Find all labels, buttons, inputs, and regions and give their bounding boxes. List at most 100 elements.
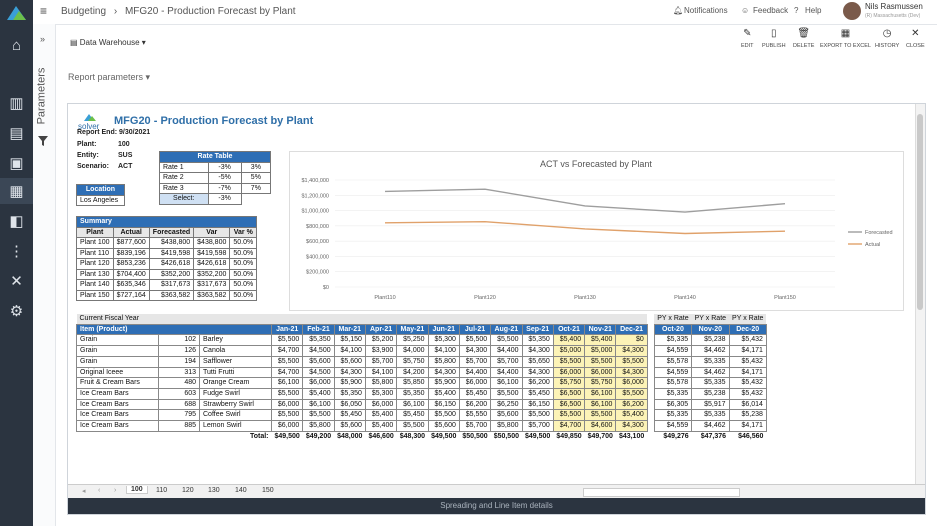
grid-value[interactable]: $5,750 — [552, 377, 586, 389]
grid-value[interactable]: $5,750 — [584, 377, 617, 389]
tools-icon[interactable]: ✕ — [10, 273, 23, 290]
feedback-icon[interactable]: ☺ — [741, 6, 750, 15]
py-value: $5,335 — [691, 355, 730, 368]
grid-value[interactable]: $5,500 — [615, 387, 648, 400]
parameters-label[interactable]: Parameters — [35, 67, 48, 125]
sheet-tab-130[interactable]: 130 — [208, 487, 220, 494]
grid-value[interactable]: $6,500 — [552, 398, 586, 411]
grid-code: 603 — [158, 387, 200, 400]
grid-value[interactable]: $5,000 — [552, 345, 586, 357]
vertical-scroll-thumb[interactable] — [917, 114, 923, 310]
expand-chevron-icon[interactable]: » — [40, 34, 46, 44]
grid-value[interactable]: $6,000 — [584, 366, 617, 379]
trash-icon: 🗑︎ — [797, 28, 811, 39]
grid-value[interactable]: $5,400 — [615, 409, 648, 422]
grid-value[interactable]: $5,400 — [584, 334, 617, 347]
summary-cell: 50.0% — [229, 289, 258, 301]
grid-value[interactable]: $5,500 — [584, 355, 617, 368]
grid-value[interactable]: $6,000 — [615, 377, 648, 389]
home-icon[interactable]: ⌂ — [11, 36, 22, 54]
meta-label-report-end: Report End: — [77, 129, 118, 136]
grid-value[interactable]: $6,200 — [615, 398, 648, 411]
grid-value[interactable]: $5,500 — [584, 409, 617, 422]
grid-value[interactable]: $4,600 — [584, 420, 617, 432]
grid-category: Grain — [76, 334, 159, 347]
grid-value: $5,450 — [458, 387, 492, 400]
hierarchy-icon[interactable]: ⋮ — [9, 243, 24, 260]
grid-value: $6,200 — [458, 398, 492, 411]
vertical-scrollbar[interactable] — [915, 104, 925, 484]
sheet-tab-150[interactable]: 150 — [262, 487, 274, 494]
horizontal-scrollbar[interactable] — [583, 488, 740, 497]
grid-value[interactable]: $4,300 — [615, 345, 648, 357]
series-line-actual — [384, 220, 786, 235]
grid-gap — [647, 399, 654, 410]
close-button[interactable]: ✕ CLOSE — [906, 28, 925, 49]
user-subtitle: (R) Massachusetts (Dev) — [865, 13, 921, 19]
py-value: $5,432 — [728, 355, 767, 368]
total-value: $49,500 — [274, 432, 300, 440]
grid-value[interactable]: $4,700 — [552, 420, 586, 432]
grid-value[interactable]: $6,100 — [584, 398, 617, 411]
breadcrumb-budgeting[interactable]: Budgeting — [61, 6, 107, 17]
spreading-footer[interactable]: Spreading and Line Item details — [68, 498, 925, 514]
edit-button[interactable]: ✎ EDIT — [741, 28, 754, 49]
filter-icon[interactable] — [38, 136, 48, 146]
location-value[interactable]: Los Angeles — [76, 194, 125, 206]
delete-button[interactable]: 🗑︎ DELETE — [793, 28, 814, 49]
grid-value[interactable]: $5,000 — [584, 345, 617, 357]
rate-select-input[interactable]: -3% — [207, 193, 242, 205]
feedback-link[interactable]: Feedback — [753, 6, 789, 15]
data-warehouse-selector[interactable]: ▤ Data Warehouse ▾ — [70, 38, 146, 47]
publish-button[interactable]: ▯ PUBLISH — [762, 28, 786, 49]
grid-value[interactable]: $5,500 — [552, 409, 586, 422]
grid-value[interactable]: $5,400 — [552, 334, 586, 347]
avatar[interactable] — [843, 2, 861, 20]
grid-row: Grain 126 Canola $4,700 $4,500 $4,100 $3,900 $4… — [76, 345, 767, 357]
y-tick-label: $600,000 — [306, 239, 329, 245]
grid-gap — [647, 431, 654, 441]
next-sheet-icon[interactable]: › — [114, 487, 117, 494]
grid-value[interactable]: $6,000 — [552, 366, 586, 379]
grid-value[interactable]: $4,300 — [615, 366, 648, 379]
help-link[interactable]: Help — [805, 6, 822, 15]
grid-value: $5,150 — [333, 334, 366, 347]
grid-value[interactable]: $5,500 — [552, 355, 586, 368]
calculator-icon[interactable]: ▦ — [0, 178, 33, 204]
export-excel-button[interactable]: ▦ EXPORT TO EXCEL — [820, 28, 871, 49]
grid-value[interactable]: $5,500 — [615, 355, 648, 368]
py-value: $5,432 — [728, 387, 767, 400]
history-button[interactable]: ◷ HISTORY — [875, 28, 899, 49]
settings-gear-icon[interactable]: ⚙ — [9, 303, 24, 320]
rate-high: 5% — [240, 172, 272, 184]
grid-value: $5,200 — [364, 334, 398, 347]
grid-category: Ice Cream Bars — [76, 420, 159, 432]
rate-table: Rate Table Rate 1 -3% 3% Rate 2 -5% 5% Rate … — [159, 151, 272, 205]
document-icon[interactable]: ▣ — [9, 155, 24, 172]
user-name[interactable]: Nils Rasmussen — [865, 2, 923, 11]
prev-sheet-icon[interactable]: ‹ — [98, 487, 101, 494]
clipboard-icon[interactable]: ▤ — [9, 125, 24, 142]
grid-value: $6,100 — [396, 398, 429, 411]
grid-value[interactable]: $4,300 — [615, 420, 648, 432]
bell-icon[interactable]: 🔔︎ — [673, 6, 684, 15]
sheet-tab-110[interactable]: 110 — [156, 487, 168, 494]
first-sheet-icon[interactable]: ◂ — [82, 488, 86, 495]
notifications-link[interactable]: Notifications — [684, 6, 728, 15]
grid-gap — [647, 378, 654, 389]
grid-value[interactable]: $6,100 — [584, 387, 617, 400]
data-icon[interactable]: ◧ — [9, 213, 24, 230]
py-value: $5,335 — [691, 377, 730, 389]
sheet-tab-120[interactable]: 120 — [182, 487, 194, 494]
grid-code: 313 — [158, 366, 200, 379]
report-parameters-toggle[interactable]: Report parameters ▾ — [68, 72, 150, 83]
reports-icon[interactable]: ▥ — [9, 95, 24, 112]
meta-value-entity: SUS — [118, 152, 133, 159]
sheet-tab-140[interactable]: 140 — [235, 487, 247, 494]
sheet-tab-100[interactable]: 100 — [126, 486, 148, 494]
hamburger-menu-icon[interactable]: ≡ — [40, 4, 48, 18]
grid-value[interactable]: $0 — [615, 334, 648, 347]
grid-value[interactable]: $6,500 — [552, 387, 586, 400]
grid-value: $6,000 — [458, 377, 492, 389]
help-icon[interactable]: ? — [794, 6, 799, 15]
